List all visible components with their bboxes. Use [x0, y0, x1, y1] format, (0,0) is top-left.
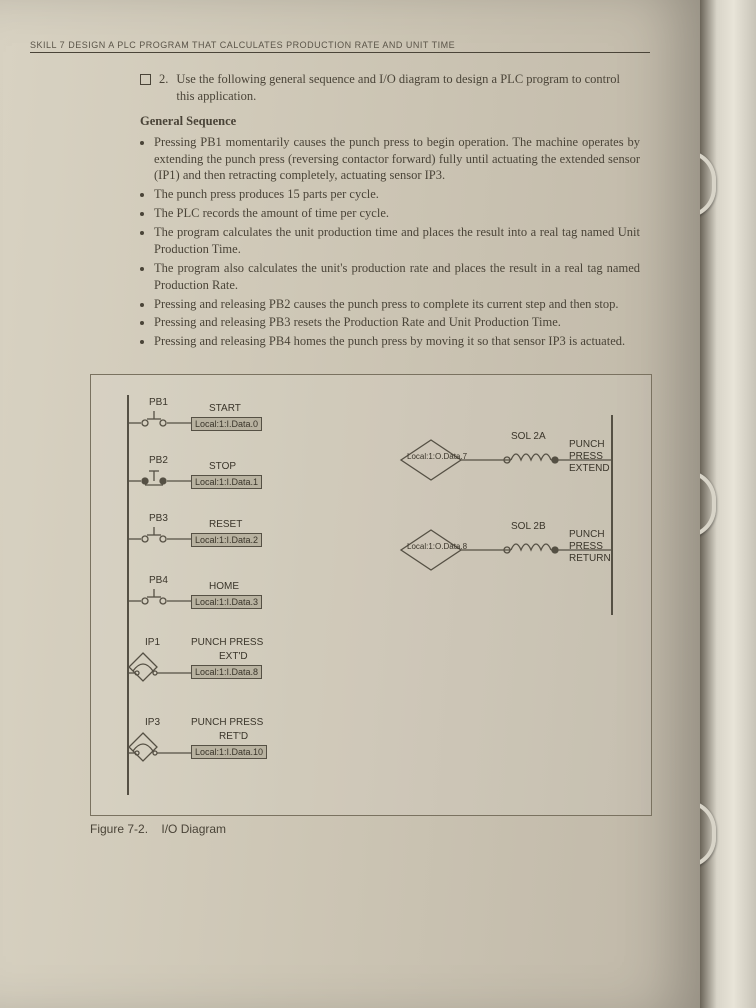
pushbutton-nc-icon	[127, 471, 197, 491]
list-item: Pressing and releasing PB3 resets the Pr…	[154, 314, 640, 331]
input-func2: EXT'D	[219, 651, 248, 662]
output-desc: PRESS	[569, 451, 603, 462]
figure-title: I/O Diagram	[161, 822, 226, 836]
list-item: The punch press produces 15 parts per cy…	[154, 186, 640, 203]
output-desc: PUNCH	[569, 439, 605, 450]
question-number: 2.	[159, 71, 168, 105]
input-id: PB1	[149, 397, 168, 408]
question-prompt: Use the following general sequence and I…	[176, 71, 640, 105]
input-func2: RET'D	[219, 731, 248, 742]
list-item: Pressing and releasing PB2 causes the pu…	[154, 296, 640, 313]
input-tag: Local:1:I.Data.2	[191, 533, 262, 547]
output-tag: Local:1:O.Data.8	[407, 543, 455, 552]
sequence-list: Pressing PB1 momentarily causes the punc…	[140, 134, 640, 351]
prox-sensor-icon	[127, 731, 197, 765]
input-id: PB4	[149, 575, 168, 586]
input-id: PB3	[149, 513, 168, 524]
list-item: Pressing PB1 momentarily causes the punc…	[154, 134, 640, 185]
input-id: IP1	[145, 637, 160, 648]
input-tag: Local:1:I.Data.8	[191, 665, 262, 679]
list-item: Pressing and releasing PB4 homes the pun…	[154, 333, 640, 350]
input-tag: Local:1:I.Data.10	[191, 745, 267, 759]
checkbox-icon	[140, 74, 151, 85]
input-tag: Local:1:I.Data.0	[191, 417, 262, 431]
question-number-row: 2. Use the following general sequence an…	[140, 71, 640, 105]
binder-edge	[700, 0, 756, 1008]
input-func: RESET	[209, 519, 242, 530]
figure-caption: Figure 7-2. I/O Diagram	[90, 822, 650, 836]
input-id: PB2	[149, 455, 168, 466]
figure-number: Figure 7-2.	[90, 822, 148, 836]
page: SKILL 7 DESIGN A PLC PROGRAM THAT CALCUL…	[0, 0, 700, 1008]
input-func: STOP	[209, 461, 236, 472]
list-item: The program also calculates the unit's p…	[154, 260, 640, 294]
output-tag: Local:1:O.Data.7	[407, 453, 455, 462]
input-id: IP3	[145, 717, 160, 728]
input-func: PUNCH PRESS	[191, 637, 263, 648]
question-block: 2. Use the following general sequence an…	[140, 71, 640, 350]
input-tag: Local:1:I.Data.3	[191, 595, 262, 609]
io-diagram: PB1 START Local:1:I.Data.0 PB2 STOP Loca…	[90, 374, 652, 816]
output-desc: RETURN	[569, 553, 611, 564]
prox-sensor-icon	[127, 651, 197, 685]
input-func: HOME	[209, 581, 239, 592]
input-tag: Local:1:I.Data.1	[191, 475, 262, 489]
running-header: SKILL 7 DESIGN A PLC PROGRAM THAT CALCUL…	[30, 40, 650, 53]
sequence-heading: General Sequence	[140, 113, 640, 130]
output-desc: PUNCH	[569, 529, 605, 540]
pushbutton-no-icon	[127, 529, 197, 549]
pushbutton-no-icon	[127, 413, 197, 433]
output-desc: EXTEND	[569, 463, 610, 474]
list-item: The program calculates the unit producti…	[154, 224, 640, 258]
list-item: The PLC records the amount of time per c…	[154, 205, 640, 222]
pushbutton-no-icon	[127, 591, 197, 611]
input-func: PUNCH PRESS	[191, 717, 263, 728]
output-desc: PRESS	[569, 541, 603, 552]
input-func: START	[209, 403, 241, 414]
